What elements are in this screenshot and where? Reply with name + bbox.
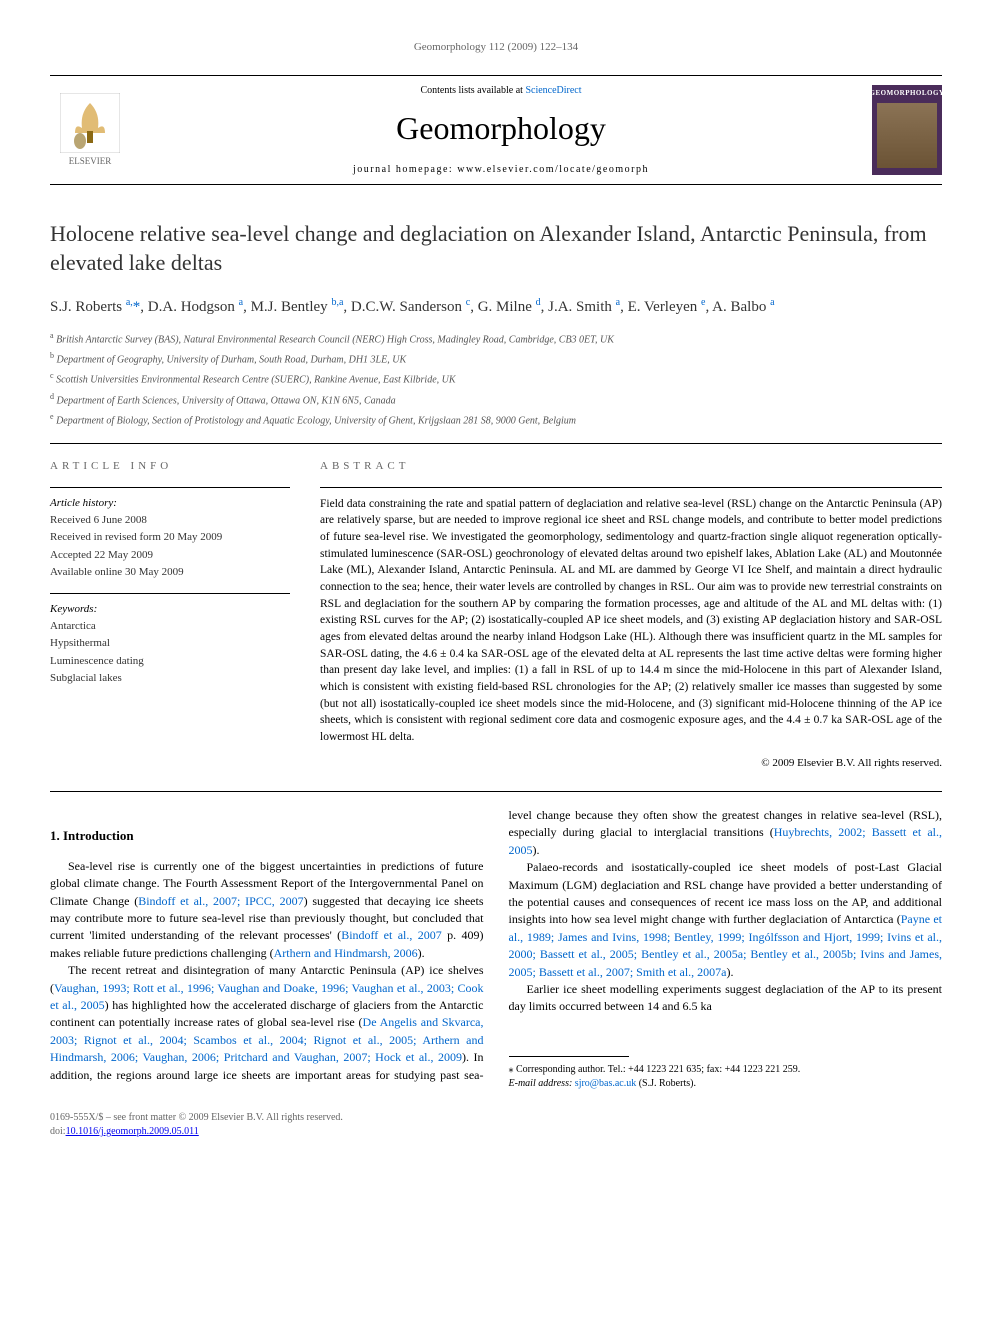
abstract-heading: ABSTRACT: [320, 459, 942, 474]
footer-copyright: 0169-555X/$ – see front matter © 2009 El…: [50, 1111, 942, 1125]
article-info-heading: ARTICLE INFO: [50, 459, 290, 474]
contents-line: Contents lists available at ScienceDirec…: [130, 84, 872, 98]
citation-line: Geomorphology 112 (2009) 122–134: [50, 40, 942, 55]
intro-p4: Earlier ice sheet modelling experiments …: [509, 981, 943, 1016]
ref-link[interactable]: Bindoff et al., 2007: [341, 928, 442, 942]
info-abstract-row: ARTICLE INFO Article history: Received 6…: [50, 459, 942, 771]
corr-author-line: ⁎ Corresponding author. Tel.: +44 1223 2…: [509, 1063, 943, 1077]
history-label: Article history:: [50, 496, 290, 511]
authors-list: S.J. Roberts a,*, D.A. Hodgson a, M.J. B…: [50, 296, 942, 318]
intro-p1: Sea-level rise is currently one of the b…: [50, 858, 484, 962]
journal-header-center: Contents lists available at ScienceDirec…: [130, 84, 872, 177]
body-columns: 1. Introduction Sea-level rise is curren…: [50, 807, 942, 1091]
affiliation-line: e Department of Biology, Section of Prot…: [50, 411, 942, 428]
history-item: Accepted 22 May 2009: [50, 548, 290, 563]
doi-link[interactable]: 10.1016/j.geomorph.2009.05.011: [66, 1126, 199, 1137]
abstract-block: ABSTRACT Field data constraining the rat…: [320, 459, 942, 771]
history-item: Received 6 June 2008: [50, 513, 290, 528]
affiliations-list: a British Antarctic Survey (BAS), Natura…: [50, 330, 942, 429]
affiliation-line: b Department of Geography, University of…: [50, 350, 942, 367]
keyword-item: Antarctica: [50, 619, 290, 634]
keywords-label: Keywords:: [50, 602, 290, 617]
divider-line: [50, 443, 942, 444]
journal-header: ELSEVIER Contents lists available at Sci…: [50, 75, 942, 185]
journal-homepage: journal homepage: www.elsevier.com/locat…: [130, 163, 872, 177]
keywords-list: Antarctica Hypsithermal Luminescence datin…: [50, 619, 290, 687]
abstract-divider: [320, 487, 942, 488]
info-divider: [50, 487, 290, 488]
elsevier-logo: ELSEVIER: [50, 85, 130, 175]
history-item: Available online 30 May 2009: [50, 565, 290, 580]
abstract-copyright: © 2009 Elsevier B.V. All rights reserved…: [320, 756, 942, 771]
elsevier-tree-icon: [60, 93, 120, 153]
divider-line: [50, 791, 942, 792]
article-info-block: ARTICLE INFO Article history: Received 6…: [50, 459, 290, 771]
footnote-separator: [509, 1056, 629, 1057]
corr-email-line: E-mail address: sjro@bas.ac.uk (S.J. Rob…: [509, 1077, 943, 1091]
history-item: Received in revised form 20 May 2009: [50, 530, 290, 545]
ref-link[interactable]: Arthern and Hindmarsh, 2006: [274, 946, 418, 960]
intro-p3: Palaeo-records and isostatically-coupled…: [509, 859, 943, 981]
ref-link[interactable]: Bindoff et al., 2007; IPCC, 2007: [138, 894, 303, 908]
publisher-name: ELSEVIER: [69, 155, 112, 168]
contents-prefix: Contents lists available at: [420, 85, 525, 96]
affiliation-line: a British Antarctic Survey (BAS), Natura…: [50, 330, 942, 347]
footer-doi: doi:10.1016/j.geomorph.2009.05.011: [50, 1125, 942, 1139]
homepage-prefix: journal homepage:: [353, 164, 457, 175]
abstract-text: Field data constraining the rate and spa…: [320, 496, 942, 746]
info-divider: [50, 593, 290, 594]
keyword-item: Luminescence dating: [50, 654, 290, 669]
cover-title: GEOMORPHOLOGY: [870, 89, 945, 99]
article-title: Holocene relative sea-level change and d…: [50, 220, 942, 277]
affiliation-line: d Department of Earth Sciences, Universi…: [50, 391, 942, 408]
sciencedirect-link[interactable]: ScienceDirect: [525, 85, 581, 96]
corresponding-author-footnote: ⁎ Corresponding author. Tel.: +44 1223 2…: [509, 1063, 943, 1091]
journal-name: Geomorphology: [130, 106, 872, 151]
email-link[interactable]: sjro@bas.ac.uk: [575, 1078, 636, 1089]
affiliation-line: c Scottish Universities Environmental Re…: [50, 370, 942, 387]
footer-block: 0169-555X/$ – see front matter © 2009 El…: [50, 1111, 942, 1139]
history-list: Received 6 June 2008 Received in revised …: [50, 513, 290, 581]
keyword-item: Hypsithermal: [50, 636, 290, 651]
homepage-url: www.elsevier.com/locate/geomorph: [457, 164, 649, 175]
intro-heading: 1. Introduction: [50, 827, 484, 846]
journal-cover-thumbnail: GEOMORPHOLOGY: [872, 85, 942, 175]
keyword-item: Subglacial lakes: [50, 671, 290, 686]
cover-image: [877, 103, 937, 168]
